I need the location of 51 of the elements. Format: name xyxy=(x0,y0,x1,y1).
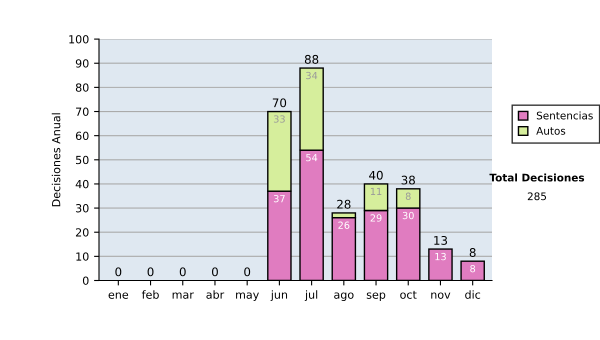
total-label: 70 xyxy=(272,98,286,108)
y-tick-label: 0 xyxy=(82,276,89,285)
total-label: 13 xyxy=(434,236,448,245)
text: 285 xyxy=(528,192,546,200)
x-tick-label: ago xyxy=(334,292,354,301)
legend-label: Sentencias xyxy=(536,111,593,120)
y-axis-title: Decisiones Anual xyxy=(52,113,60,206)
x-tick-label: oct xyxy=(400,290,417,299)
y-tick-label: 90 xyxy=(76,59,89,68)
legend-label: Autos xyxy=(536,127,566,135)
x-tick-label: mar xyxy=(172,292,194,299)
total-label: 0 xyxy=(180,267,186,276)
y-tick-label: 10 xyxy=(76,252,89,261)
data-label: 29 xyxy=(370,214,382,222)
total-label: 38 xyxy=(402,176,415,185)
data-label: 8 xyxy=(470,264,476,272)
total-label: 0 xyxy=(212,267,218,276)
x-tick-label: abr xyxy=(206,290,224,299)
data-label: 11 xyxy=(370,188,382,195)
y-tick-label: 40 xyxy=(76,180,89,188)
data-label: 33 xyxy=(274,115,285,123)
total-label: 0 xyxy=(148,267,154,276)
data-label: 37 xyxy=(274,194,285,202)
x-tick-label: feb xyxy=(142,290,159,299)
y-tick-label: 70 xyxy=(76,107,89,116)
annotation: Total Decisiones xyxy=(489,173,584,182)
data-label: 30 xyxy=(402,212,414,220)
x-tick-label: jun xyxy=(270,290,288,301)
data-label: 34 xyxy=(306,72,318,80)
total-label: 88 xyxy=(304,54,318,64)
y-tick-label: 80 xyxy=(76,83,89,92)
data-label: 8 xyxy=(406,192,411,200)
data-label: 26 xyxy=(338,222,350,229)
y-tick-label: 50 xyxy=(76,156,89,164)
total-label: 0 xyxy=(115,267,122,276)
total-label: 8 xyxy=(470,248,476,257)
x-tick-label: nov xyxy=(431,292,450,299)
x-tick-label: sep xyxy=(366,292,386,301)
y-tick-label: 60 xyxy=(76,132,89,140)
x-tick-label: ene xyxy=(108,292,128,299)
x-tick-label: dic xyxy=(465,290,480,299)
total-label: 28 xyxy=(337,200,351,209)
y-tick-label: 30 xyxy=(76,204,89,212)
x-tick-label: jul xyxy=(304,290,318,301)
data-label: 13 xyxy=(435,252,446,260)
y-tick-label: 20 xyxy=(76,228,89,237)
total-label: 40 xyxy=(369,170,383,180)
total-label: 0 xyxy=(244,267,250,276)
data-label: 54 xyxy=(306,154,318,162)
y-tick-label: 100 xyxy=(69,35,89,44)
x-tick-label: may xyxy=(236,292,259,301)
